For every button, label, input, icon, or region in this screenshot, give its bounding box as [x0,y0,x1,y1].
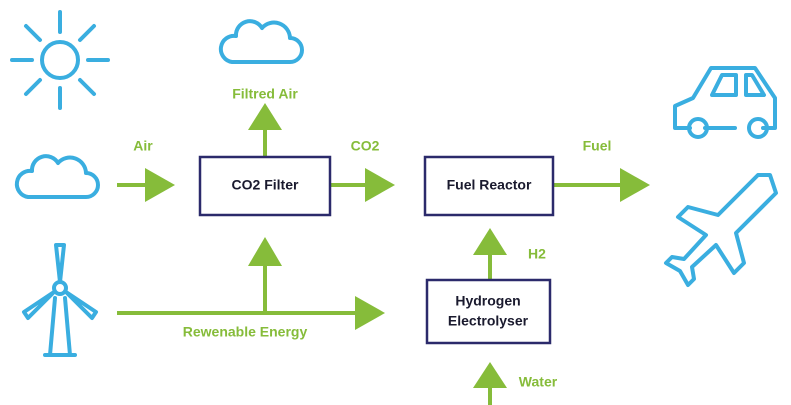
wind-turbine-icon [22,243,98,357]
edge-label: Fuel [583,138,612,154]
node-label: Fuel Reactor [447,177,532,193]
arrow [473,228,507,280]
arrow [248,103,282,157]
node-box [425,278,552,345]
arrow [553,168,650,202]
plane-icon [664,173,778,287]
node-label: Electrolyser [448,313,529,329]
sun-icon [10,10,110,110]
arrow [330,168,395,202]
edge-label: Air [133,138,153,154]
arrow [117,237,385,330]
edge-label: Water [519,374,558,390]
arrow [117,168,175,202]
edge-label: CO2 [351,138,380,154]
edge-label: H2 [528,246,546,262]
arrow [473,362,507,405]
edge-label: Rewenable Energy [183,324,308,340]
node-box [423,155,555,217]
cloud-icon [218,19,304,64]
node-label: CO2 Filter [232,177,299,193]
car-icon [673,66,777,139]
edge-label: Filtred Air [232,86,298,102]
node-label: Hydrogen [455,293,520,309]
node-box [198,155,332,217]
cloud-icon [14,154,100,199]
